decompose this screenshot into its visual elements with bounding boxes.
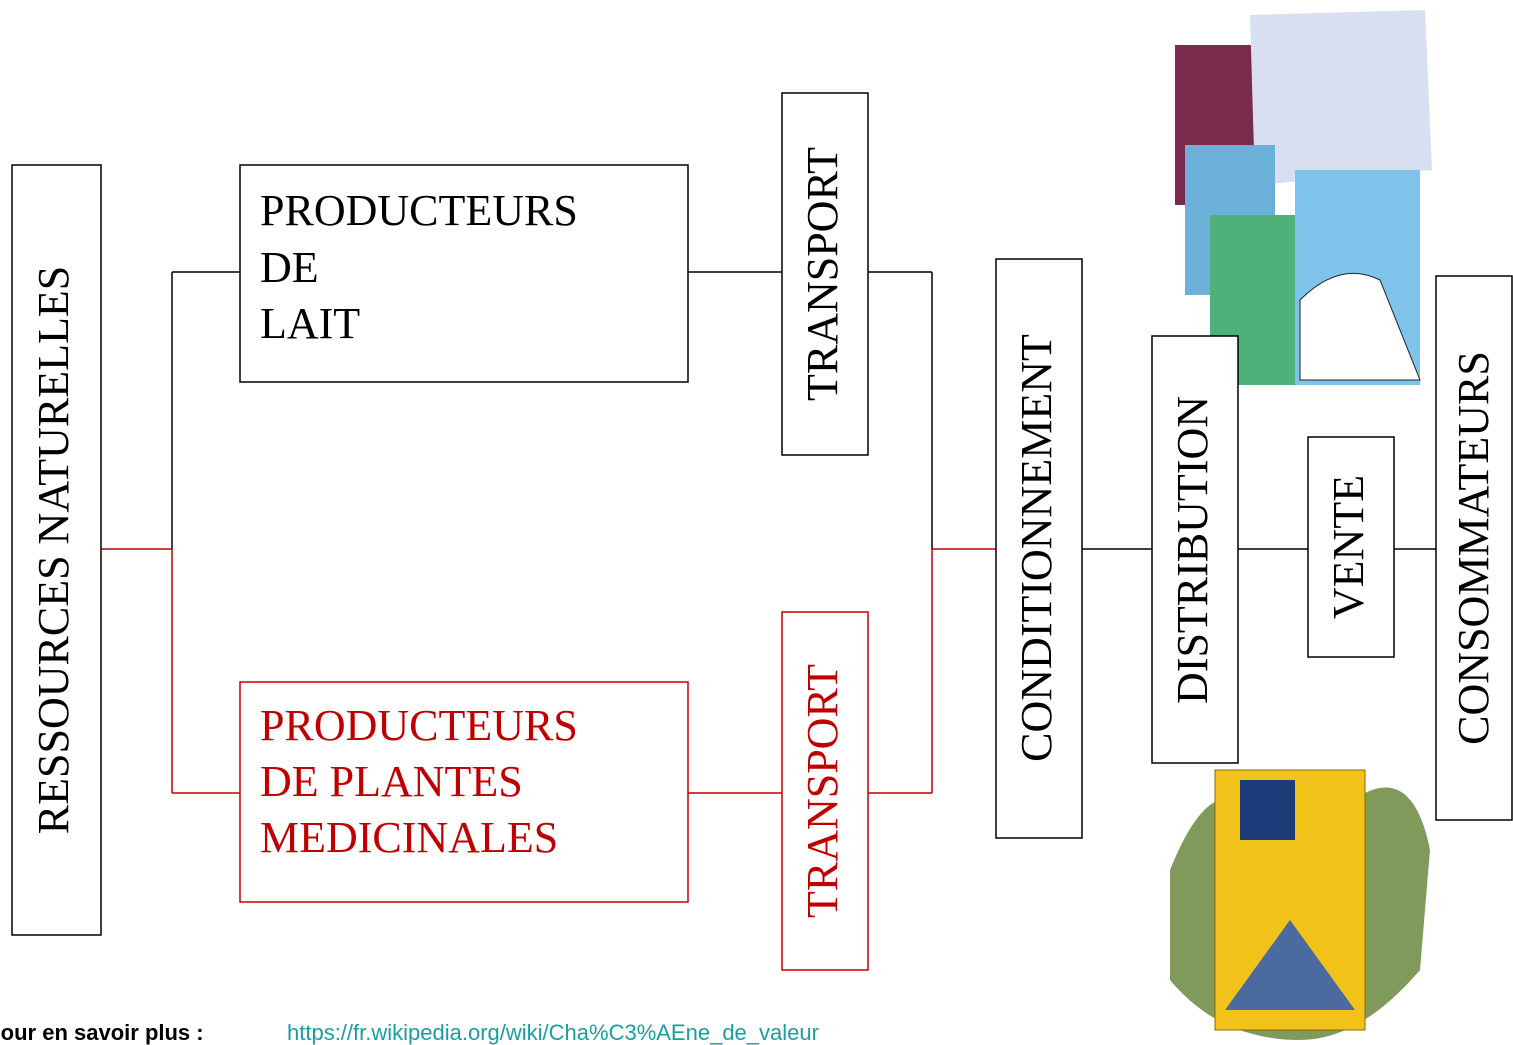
node-label: DE PLANTES: [260, 757, 523, 806]
node-label: DISTRIBUTION: [1168, 396, 1217, 704]
herbal-tea-image: [1170, 770, 1430, 1040]
footer-label: Pour en savoir plus :: [0, 1020, 204, 1045]
node-label: PRODUCTEURS: [260, 701, 578, 750]
diagram: RESSOURCES NATURELLES PRODUCTEURS DE LAI…: [0, 0, 1513, 1045]
node-label: MEDICINALES: [260, 813, 558, 862]
node-label: CONSOMMATEURS: [1449, 351, 1498, 745]
milk-cartons-image: [1175, 10, 1432, 385]
node-label: PRODUCTEURS: [260, 186, 578, 235]
node-label: TRANSPORT: [798, 147, 847, 401]
node-label: CONDITIONNEMENT: [1012, 334, 1061, 762]
node-label: VENTE: [1324, 475, 1373, 619]
node-label: DE: [260, 243, 319, 292]
node-label: TRANSPORT: [798, 664, 847, 918]
node-label: LAIT: [260, 299, 360, 348]
footer-link[interactable]: https://fr.wikipedia.org/wiki/Cha%C3%AEn…: [287, 1020, 819, 1045]
node-label: RESSOURCES NATURELLES: [29, 266, 78, 834]
